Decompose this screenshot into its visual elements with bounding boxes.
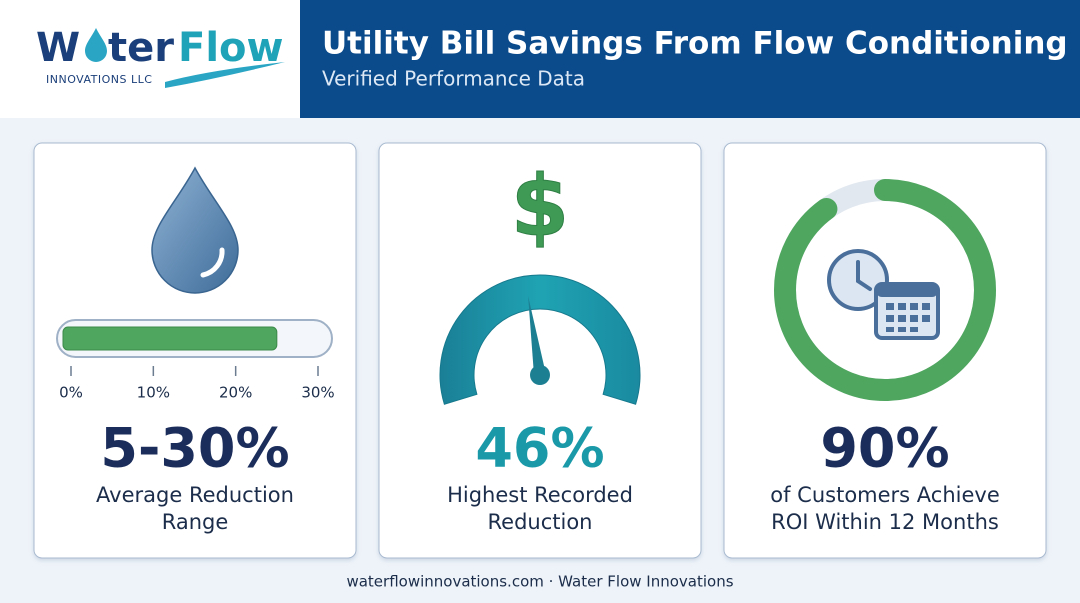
progress-group: 0% 10% 20% 30% (59, 326, 335, 402)
title: Utility Bill Savings From Flow Condition… (322, 26, 1068, 62)
progress-fill (62, 326, 278, 351)
calendar-grid (886, 303, 930, 332)
logo-wave (165, 62, 285, 88)
logo-text: W (36, 25, 80, 71)
tick-label: 30% (301, 384, 334, 402)
drop-highlight (200, 247, 225, 278)
drop-icon (151, 166, 239, 294)
caption: of Customers Achieve (770, 483, 1000, 507)
ring-progress (774, 179, 996, 401)
caption: Highest Recorded (447, 483, 633, 507)
dollar-icon: $ (511, 157, 569, 255)
subtitle: Verified Performance Data (322, 67, 585, 91)
headline: 90% (820, 417, 949, 480)
logo-tagline: INNOVATIONS LLC (46, 73, 152, 86)
gauge-needle (528, 295, 546, 376)
tick-label: 0% (59, 384, 83, 402)
logo-panel (0, 0, 300, 118)
header-bar (300, 0, 1080, 118)
ring-group (774, 179, 996, 401)
calendar-top (876, 284, 938, 297)
tick-label: 10% (137, 384, 170, 402)
footer: waterflowinnovations.com · Water Flow In… (346, 573, 733, 591)
caption: Average Reduction (96, 483, 294, 507)
logo-text: ter (108, 25, 174, 71)
caption: ROI Within 12 Months (771, 510, 999, 534)
gauge-group (439, 274, 641, 405)
gauge-hub (530, 365, 550, 385)
caption: Range (162, 510, 229, 534)
gauge-arc (439, 274, 641, 405)
clock-hands (856, 260, 872, 291)
tick-label: 20% (219, 384, 252, 402)
headline: 46% (475, 417, 604, 480)
logo-drop (85, 28, 107, 62)
logo-text: Flow (178, 25, 283, 71)
headline: 5-30% (100, 417, 289, 480)
caption: Reduction (488, 510, 593, 534)
